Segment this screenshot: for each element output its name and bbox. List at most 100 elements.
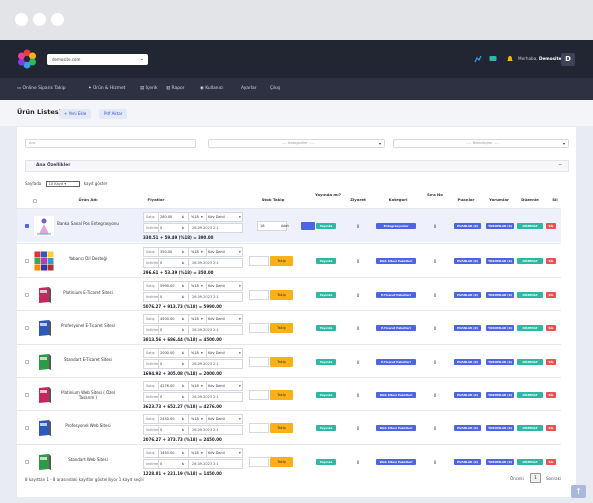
delete-button[interactable]: SİL: [546, 391, 556, 398]
price-field[interactable]: Satış 280.00 ₺ %18 ▾ Kdv Dahil ▾: [143, 212, 243, 222]
row-checkbox[interactable]: [25, 224, 29, 228]
domain-select[interactable]: demosite.com ⌄: [47, 54, 148, 65]
table-row[interactable]: Profesyonel Web Sitesi Satış 2450.00 ₺ %18 ▾ K…: [17, 410, 561, 444]
window-zoom-button[interactable]: [51, 13, 64, 26]
edit-button[interactable]: DÜZENLE: [517, 223, 543, 229]
comments-button[interactable]: YORUMLAR (0): [486, 358, 514, 365]
date-value[interactable]: 26.09.2023 2:1: [192, 328, 219, 332]
row-checkbox[interactable]: [25, 392, 29, 397]
date-value[interactable]: 26.09.2023 2:1: [192, 261, 219, 265]
edit-button[interactable]: DÜZENLE: [517, 425, 543, 431]
column-header[interactable]: Düzenle: [521, 197, 539, 202]
price-field[interactable]: Satış 2450.00 ₺ %18 ▾ Kdv Dahil ▾: [143, 414, 243, 424]
price-field[interactable]: Satış 2000.00 ₺ %18 ▾ Kdv Dahil ▾: [143, 348, 243, 358]
table-row[interactable]: Profesyonel E-Ticaret Sitesi Satış 4500.00…: [17, 310, 561, 344]
ratings-button[interactable]: PUANLAR (0): [454, 425, 481, 431]
date-value[interactable]: 26.09.2023 2:1: [192, 226, 219, 230]
delete-button[interactable]: SİL: [546, 325, 556, 331]
price-value[interactable]: 0: [160, 362, 163, 366]
status-badge[interactable]: Yayında: [316, 425, 336, 431]
comments-button[interactable]: YORUMLAR (0): [486, 258, 514, 264]
page-length-select[interactable]: 10 Kayıt ▾: [45, 181, 80, 187]
price-value[interactable]: 280.00: [160, 215, 173, 219]
features-accordion[interactable]: Ana Özellikler −: [25, 160, 569, 172]
ratings-button[interactable]: PUANLAR (0): [454, 258, 481, 264]
product-name[interactable]: Banka Sanal Pos Entegrasyonu: [57, 221, 119, 226]
comments-button[interactable]: YORUMLAR (0): [486, 391, 514, 398]
tax-type-select[interactable]: Kdv Dahil: [208, 317, 225, 321]
column-header[interactable]: Sil: [552, 197, 558, 202]
edit-button[interactable]: DÜZENLE: [517, 458, 543, 465]
price-value[interactable]: 5990.00: [160, 284, 175, 288]
date-value[interactable]: 26.09.2023 2:1: [192, 395, 219, 399]
price-value[interactable]: 0: [160, 462, 163, 466]
table-row[interactable]: Banka Sanal Pos Entegrasyonu Satış 280.00 ₺…: [17, 208, 561, 242]
column-header[interactable]: Ürün Adı: [78, 197, 98, 202]
scroll-to-top-button[interactable]: ↑: [571, 485, 586, 498]
table-row[interactable]: Platinium Web Sitesi ( Özel Tasarım ) Sat…: [17, 377, 561, 410]
vat-select[interactable]: %18: [191, 284, 199, 288]
table-row[interactable]: Yabancı Dil Desteği Satış 350.00 ₺ %18 ▾ Kdv D…: [17, 243, 561, 277]
stock-input[interactable]: [249, 423, 269, 433]
supplier-filter-select[interactable]: ---- Tedarikçiler ---- ▾: [393, 139, 569, 148]
track-button[interactable]: Takip: [270, 356, 293, 367]
stock-input[interactable]: [249, 323, 269, 333]
product-name[interactable]: Platinium Web Sitesi ( Özel Tasarım ): [61, 389, 115, 400]
stock-input[interactable]: [249, 356, 269, 367]
comments-button[interactable]: YORUMLAR (0): [486, 458, 514, 465]
vat-select[interactable]: %18: [191, 250, 199, 254]
price-field[interactable]: Satış 4500.00 ₺ %18 ▾ Kdv Dahil ▾: [143, 314, 243, 324]
brand-logo-icon[interactable]: [17, 49, 37, 69]
date-value[interactable]: 26.09.2023 2:1: [192, 428, 219, 432]
ratings-button[interactable]: PUANLAR (0): [454, 291, 481, 298]
price-field[interactable]: İndirim 0 ₺ 26.09.2023 2:1: [143, 223, 243, 233]
menu-item-content[interactable]: ▤ İçerik: [140, 86, 158, 91]
stock-input[interactable]: 16: [257, 221, 287, 231]
edit-button[interactable]: DÜZENLE: [517, 325, 543, 331]
pdf-export-button[interactable]: Pdf Aktar: [99, 109, 128, 119]
track-button[interactable]: Takip: [270, 389, 293, 400]
price-value[interactable]: 2000.00: [160, 351, 175, 355]
price-field[interactable]: İndirim 0 ₺ 26.09.2023 2:1: [143, 325, 243, 335]
column-header[interactable]: Yayında mı?: [314, 192, 341, 197]
row-checkbox[interactable]: [25, 359, 29, 364]
price-value[interactable]: 4500.00: [160, 317, 175, 321]
row-checkbox[interactable]: [25, 292, 29, 297]
avatar[interactable]: D: [561, 53, 575, 66]
product-name[interactable]: Yabancı Dil Desteği: [68, 256, 108, 261]
search-input[interactable]: Ara: [25, 139, 196, 148]
track-button[interactable]: Takip: [270, 256, 293, 266]
stock-input[interactable]: [249, 289, 269, 300]
status-badge[interactable]: Yayında: [316, 458, 336, 465]
menu-item-users[interactable]: ◉ Kullanıcı: [200, 86, 224, 91]
column-header[interactable]: Puanlar: [457, 197, 475, 202]
delete-button[interactable]: SİL: [546, 458, 556, 465]
ratings-button[interactable]: PUANLAR (0): [454, 223, 481, 229]
price-value[interactable]: 0: [160, 295, 163, 299]
vat-select[interactable]: %18: [191, 417, 199, 421]
date-value[interactable]: 26.09.2023 2:1: [192, 362, 219, 366]
menu-item-logout[interactable]: Çıkış: [270, 78, 280, 100]
status-badge[interactable]: Yayında: [316, 291, 336, 298]
delete-button[interactable]: SİL: [546, 223, 556, 229]
tax-type-select[interactable]: Kdv Dahil: [208, 451, 225, 455]
edit-button[interactable]: DÜZENLE: [517, 258, 543, 264]
tax-type-select[interactable]: Kdv Dahil: [208, 417, 225, 421]
date-value[interactable]: 26.09.2023 2:1: [192, 462, 219, 466]
column-header[interactable]: Yorumlar: [489, 197, 509, 202]
select-all-checkbox[interactable]: [33, 199, 37, 203]
status-badge[interactable]: Yayında: [316, 391, 336, 398]
tax-type-select[interactable]: Kdv Dahil: [208, 384, 225, 388]
stock-input[interactable]: [249, 456, 269, 467]
product-name[interactable]: Profesyonel E-Ticaret Sitesi: [61, 323, 115, 328]
status-badge[interactable]: Yayında: [316, 258, 336, 264]
bell-icon[interactable]: [506, 55, 514, 63]
stock-save-button[interactable]: [301, 222, 315, 230]
menu-item-reports[interactable]: ▥ Rapor: [166, 86, 185, 91]
status-badge[interactable]: Yayında: [316, 358, 336, 365]
status-badge[interactable]: Yayında: [316, 325, 336, 331]
vat-select[interactable]: %18: [191, 451, 199, 455]
product-name[interactable]: Platinium E-Ticaret Sitesi: [63, 289, 113, 295]
tax-type-select[interactable]: Kdv Dahil: [208, 351, 225, 355]
price-field[interactable]: Satış 5990.00 ₺ %18 ▾ Kdv Dahil ▾: [143, 281, 243, 291]
